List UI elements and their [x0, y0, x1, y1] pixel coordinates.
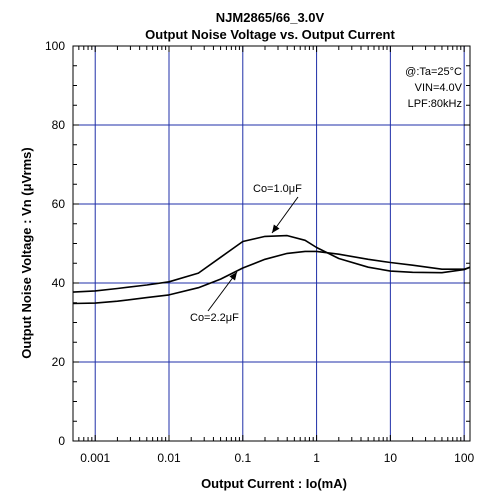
tick-labels: 0.001 0.01 0.1 1 10 100 0 20 40 60 80 100	[45, 39, 475, 465]
y-tick-label: 0	[58, 434, 65, 448]
x-axis-label: Output Current : Io(mA)	[201, 476, 347, 491]
y-tick-label: 60	[52, 197, 66, 211]
y-tick-label: 40	[52, 276, 66, 290]
series-label-co-2-2uF: Co=2.2μF	[190, 312, 239, 324]
chart-subtitle: Output Noise Voltage vs. Output Current	[145, 27, 395, 42]
condition-line-lpf: LPF:80kHz	[408, 98, 462, 110]
series-lines	[72, 234, 471, 305]
x-tick-label: 0.001	[80, 451, 110, 465]
x-tick-label: 100	[454, 451, 474, 465]
conditions-annotation: @:Ta=25°C VIN=4.0V LPF:80kHz	[405, 66, 463, 110]
series-line-1	[72, 250, 471, 305]
series-line-0	[72, 234, 471, 293]
chart-title: NJM2865/66_3.0V	[216, 10, 325, 25]
y-axis-label: Output Noise Voltage : Vn (μVrms)	[19, 147, 34, 358]
x-tick-label: 0.1	[234, 451, 251, 465]
y-tick-label: 20	[52, 355, 66, 369]
minor-ticks	[72, 45, 470, 442]
x-tick-label: 10	[384, 451, 398, 465]
y-tick-label: 100	[45, 39, 65, 53]
series-labels: Co=1.0μF Co=2.2μF	[190, 183, 302, 324]
series-label-co-1uF: Co=1.0μF	[253, 183, 302, 195]
y-tick-label: 80	[52, 118, 66, 132]
x-tick-label: 0.01	[157, 451, 181, 465]
series-pointer-co-2-2uF	[207, 271, 238, 312]
x-tick-label: 1	[313, 451, 320, 465]
arrowhead-co-1uF	[272, 224, 280, 233]
condition-line-vin: VIN=4.0V	[415, 82, 463, 94]
plot-frame	[72, 45, 471, 442]
condition-line-temperature: @:Ta=25°C	[405, 66, 462, 78]
grid-lines	[73, 46, 470, 441]
arrowhead-co-2-2uF	[229, 272, 237, 281]
